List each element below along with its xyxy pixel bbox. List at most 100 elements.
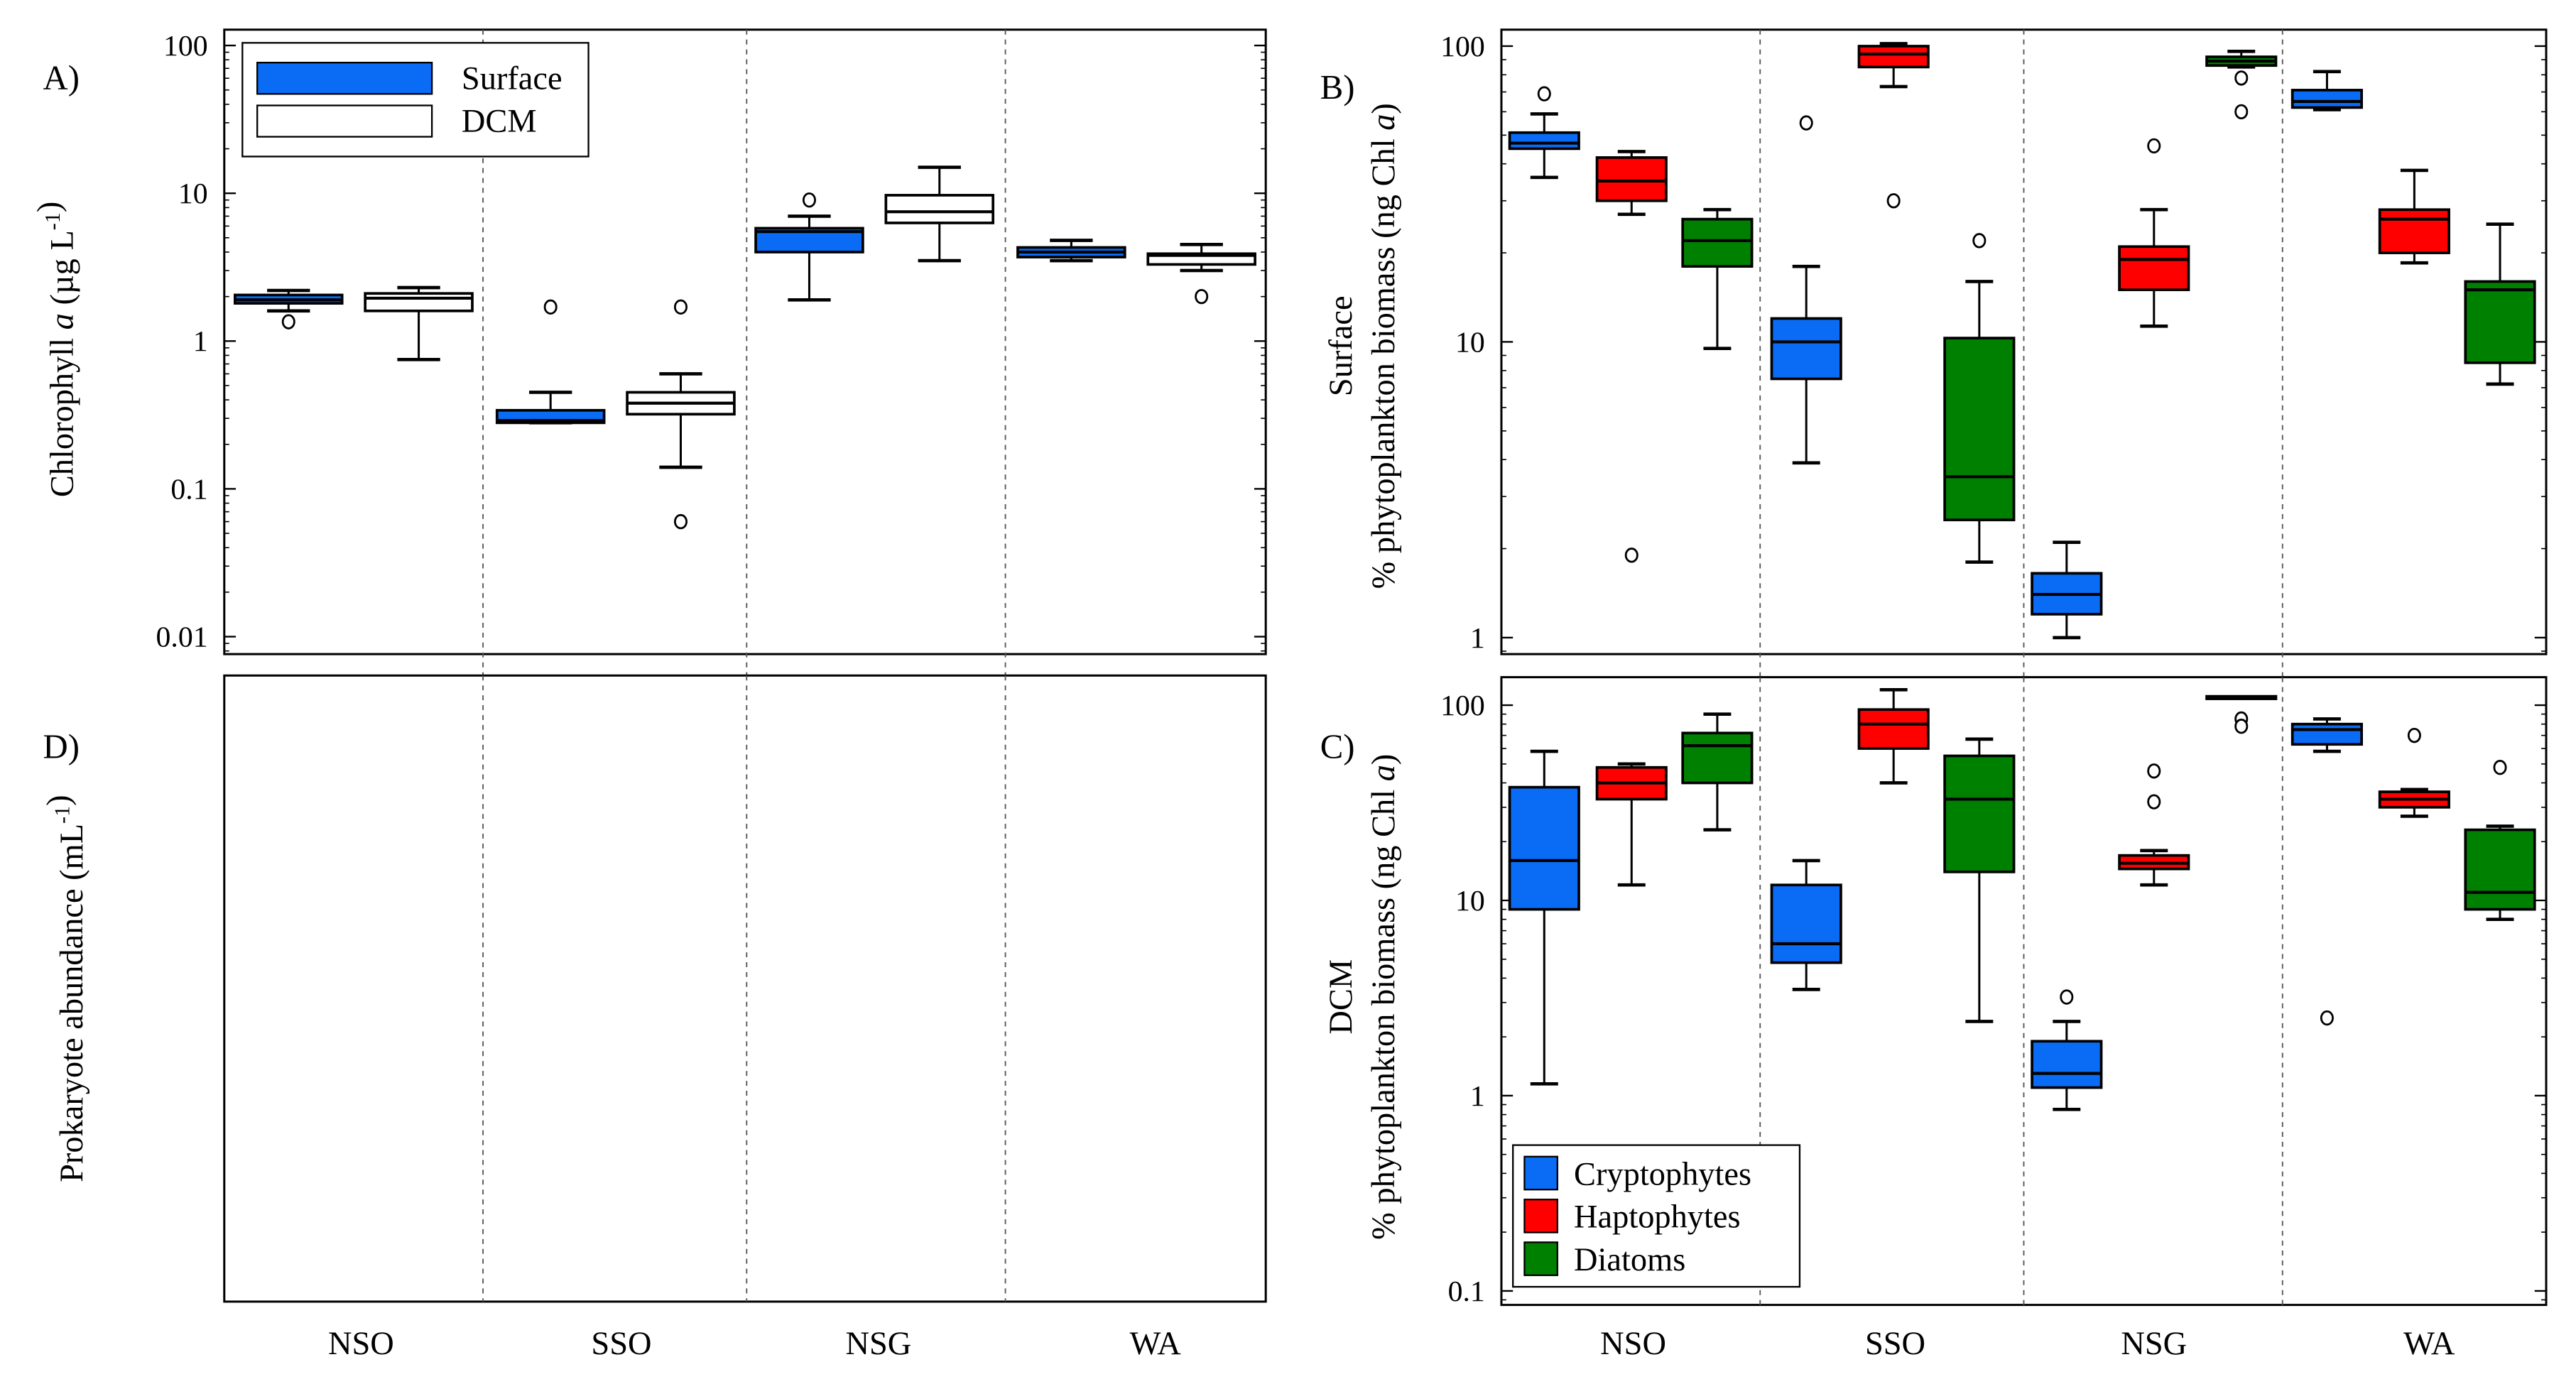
box-iqr [1681,217,1754,268]
box-iqr [2290,722,2363,746]
outlier-point [2234,719,2249,734]
panel-label: C) [1320,727,1355,765]
outlier-point [673,513,688,530]
panel-D: 105106D)Prokaryote abundance (mL-1)NSOSS… [41,674,1267,1362]
outlier-point [1195,288,1209,305]
box-iqr [1857,45,1930,69]
box-haptophytes-sso [1857,687,1930,785]
box-surface-sso [495,299,606,425]
box-diatoms-wa [2464,760,2536,921]
legend-label: Haptophytes [1574,1199,1741,1236]
y-tick-label: 0.1 [170,473,207,506]
box-diatoms-sso [1943,737,2016,1023]
y-axis-label-text: Prokaryote abundance (mL-1) [41,795,91,1182]
legend-swatch [256,104,433,138]
legend-swatch [1523,1155,1559,1191]
outlier-point [2147,794,2161,810]
box-haptophytes-nso [1595,150,1668,563]
x-category-label: NSO [328,1326,394,1362]
box-cryptophytes-nso [1508,749,1580,1086]
y-tick-label: 1 [1470,622,1485,655]
box-iqr [1943,754,2016,873]
panel-label: D) [43,727,80,765]
box-cryptophytes-sso [1770,115,1842,465]
box-haptophytes-wa [2378,168,2450,265]
legend: Surface DCM [241,42,589,158]
box-cryptophytes-wa [2290,717,2363,1026]
box-cryptophytes-sso [1770,859,1842,991]
legend-swatch [256,62,433,95]
outlier-point [1624,547,1638,563]
outlier-point [2147,138,2161,154]
y-axis-label-line1: Surface [1323,295,1359,396]
box-iqr [884,194,995,224]
outlier-point [2320,1010,2334,1026]
y-tick-label: 1 [1470,1080,1485,1113]
outlier-point [2147,763,2161,779]
box-dcm-sso [626,299,736,530]
outlier-point [1972,233,1987,249]
y-tick-label: 0.01 [156,621,208,653]
y-tick-label: 10 [178,178,208,210]
y-axis-label: Chlorophyll a (µg L-1) [31,202,81,498]
y-tick-label: 10 [1455,326,1485,359]
box-haptophytes-nsg [2118,138,2190,328]
box-haptophytes-nsg [2118,763,2190,887]
box-iqr [1681,731,1754,785]
legend-label: Surface [462,60,563,97]
legend-frame [1512,1144,1801,1288]
outlier-point [2407,727,2421,743]
y-axis-label-line2: % phytoplankton biomass (ng Chl a) [1366,103,1402,589]
legend: Cryptophytes Haptophytes Diatoms [1512,1144,1801,1288]
y-tick-label: 100 [1440,690,1485,722]
x-category-label: SSO [1865,1326,1925,1362]
box-iqr [2118,245,2190,291]
outlier-point [281,314,295,329]
x-category-label: WA [1130,1326,1182,1362]
box-surface-nsg [754,192,864,302]
box-haptophytes-nso [1595,762,1668,887]
box-iqr [2464,280,2536,364]
y-axis-label-line1: DCM [1323,959,1359,1035]
box-cryptophytes-nsg [2031,989,2103,1111]
box-cryptophytes-nsg [2031,540,2103,640]
box-iqr [2031,1040,2103,1089]
box-cryptophytes-nso [1508,86,1580,180]
outlier-point [2060,989,2074,1005]
outlier-point [1537,86,1551,102]
box-cryptophytes-wa [2290,70,2363,111]
box-diatoms-nso [1681,207,1754,351]
y-tick-label: 100 [1440,31,1485,63]
outlier-point [1799,115,1813,131]
outlier-point [673,299,688,315]
box-dcm-nsg [884,165,995,263]
box-iqr [1857,708,1930,750]
y-tick-label: 0.1 [1448,1275,1485,1308]
box-diatoms-nsg [2205,694,2278,734]
y-axis-label-text: Chlorophyll a (µg L-1) [31,202,81,498]
box-diatoms-wa [2464,222,2536,386]
outlier-point [2234,104,2249,120]
box-iqr [1770,317,1842,381]
y-axis-label-line2: % phytoplankton biomass (ng Chl a) [1366,754,1402,1240]
box-diatoms-nso [1681,712,1754,832]
legend-swatch [1523,1198,1559,1233]
y-axis-label: Surface% phytoplankton biomass (ng Chl a… [1323,103,1402,589]
box-iqr [2378,208,2450,254]
outlier-point [1886,193,1901,209]
box-surface-wa [1016,239,1126,263]
panel-A: 0.01 0.1 1 10 100 A) Chlorophyll a (µg L-1) Sur… [31,28,1267,677]
plot-frame [223,674,1267,1303]
panel-label: A) [43,58,80,97]
box-haptophytes-wa [2378,727,2450,818]
legend-swatch [1523,1241,1559,1277]
panel-label: B) [1320,68,1355,107]
legend-label: DCM [462,104,537,140]
x-category-label: NSG [846,1326,912,1362]
x-category-label: SSO [591,1326,651,1362]
box-iqr [2290,89,2363,109]
box-iqr [1943,337,2016,522]
